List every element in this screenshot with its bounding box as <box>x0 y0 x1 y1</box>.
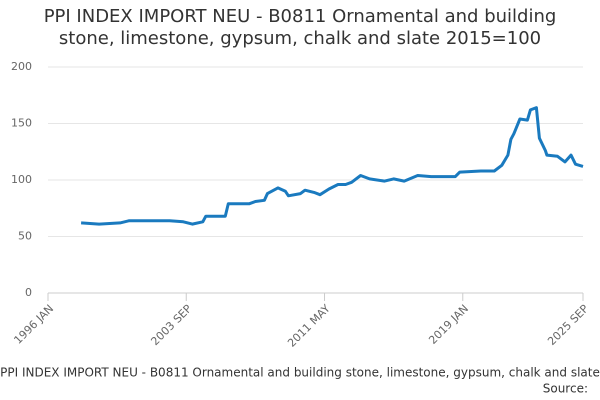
chart-title: PPI INDEX IMPORT NEU - B0811 Ornamental … <box>43 6 557 49</box>
y-tick-label: 50 <box>18 230 32 243</box>
x-tick-label: 2011 MAY <box>285 302 333 350</box>
y-tick-label: 150 <box>11 117 32 130</box>
line <box>81 106 584 226</box>
x-tick-label: 2003 SEP <box>148 302 194 348</box>
y-tick-label: 100 <box>11 173 32 186</box>
y-tick-label: 0 <box>25 286 32 299</box>
x-tick-label: 2019 JAN <box>426 302 471 347</box>
y-tick-label: 200 <box>11 60 32 73</box>
source: Source: <box>543 382 588 396</box>
x-tick-label: 2025 SEP <box>545 302 591 348</box>
footer: PPI INDEX IMPORT NEU - B0811 Ornamental … <box>0 366 600 380</box>
x-tick-label: 1996 JAN <box>11 302 56 347</box>
